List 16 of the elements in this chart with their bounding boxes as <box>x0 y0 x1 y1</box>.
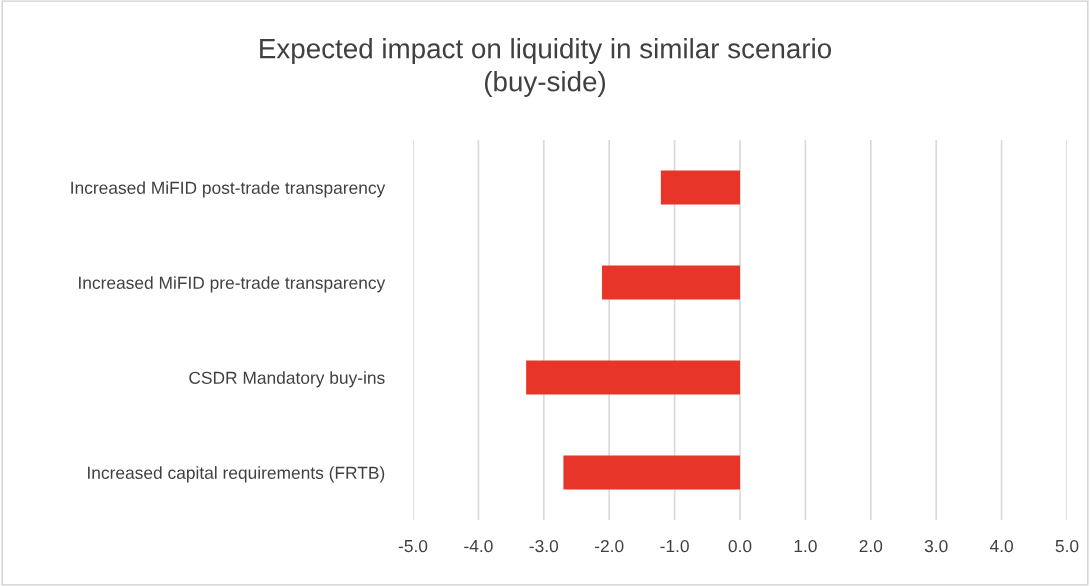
x-tick-label: -3.0 <box>529 539 559 553</box>
x-tick-label: -2.0 <box>595 539 624 553</box>
x-tick-label: -1.0 <box>660 539 689 553</box>
x-tick-label: 2.0 <box>859 539 883 553</box>
x-tick-label: 0.0 <box>728 539 752 553</box>
y-tick-label: Increased MiFID post-trade transparency <box>71 181 386 198</box>
x-tick-label: 5.0 <box>1055 539 1079 553</box>
x-tick-label: 4.0 <box>989 539 1013 553</box>
chart-title: Expected impact on liquidity in similar scenario (buy-side) <box>260 38 832 97</box>
y-tick-label: Increased capital requirements (FRTB) <box>88 466 385 483</box>
x-tick-label: 3.0 <box>924 539 948 553</box>
x-tick-label: -4.0 <box>464 539 493 553</box>
y-tick-label: CSDR Mandatory buy-ins <box>189 371 385 388</box>
x-tick-label: -5.0 <box>398 539 428 553</box>
x-tick-label: 1.0 <box>794 539 817 553</box>
y-tick-label: Increased MiFID pre-trade transparency <box>79 276 386 293</box>
